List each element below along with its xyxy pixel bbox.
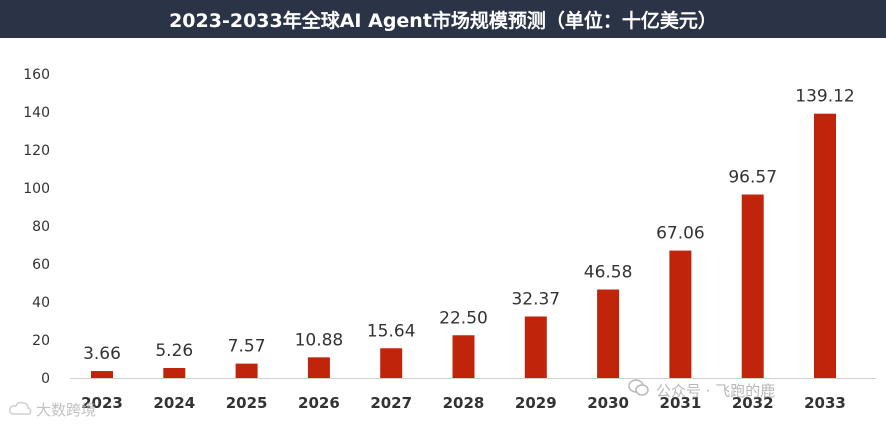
y-tick-label: 20 xyxy=(32,333,50,349)
y-tick-label: 160 xyxy=(23,67,50,83)
y-tick-label: 140 xyxy=(23,105,50,121)
bar xyxy=(235,363,258,378)
x-tick-label: 2031 xyxy=(660,394,702,412)
watermark-left: 大数跨境 xyxy=(8,399,96,420)
bar xyxy=(597,289,620,378)
x-tick-label: 2025 xyxy=(226,394,268,412)
data-label: 46.58 xyxy=(584,262,633,282)
y-tick-label: 0 xyxy=(41,371,50,387)
chart-title: 2023-2033年全球AI Agent市场规模预测（单位：十亿美元） xyxy=(169,9,717,32)
data-label: 3.66 xyxy=(83,344,121,364)
data-label: 7.57 xyxy=(228,337,266,357)
title-bar: 2023-2033年全球AI Agent市场规模预测（单位：十亿美元） xyxy=(0,0,886,38)
wechat-icon xyxy=(628,379,650,401)
y-tick-label: 120 xyxy=(23,143,50,159)
data-label: 5.26 xyxy=(155,341,193,361)
bar xyxy=(307,357,330,378)
x-tick-label: 2029 xyxy=(515,394,557,412)
data-label: 139.12 xyxy=(795,87,854,107)
data-label: 96.57 xyxy=(728,168,777,188)
data-label: 22.50 xyxy=(439,308,488,328)
bar-chart: 0 20 40 60 80 100 120 140 160 3.66 2023 5.26 2024 7.5… xyxy=(23,67,876,412)
data-label: 67.06 xyxy=(656,224,705,244)
y-tick-label: 100 xyxy=(23,181,50,197)
x-tick-label: 2033 xyxy=(804,394,846,412)
watermark-right-text: 公众号 · 飞跑的鹿 xyxy=(656,381,776,400)
watermark-left-text: 大数跨境 xyxy=(36,401,97,419)
bar xyxy=(741,194,764,378)
cloud-logo-icon xyxy=(8,400,32,420)
bar xyxy=(669,250,692,378)
x-tick-label: 2030 xyxy=(587,394,629,412)
y-tick-label: 80 xyxy=(32,219,50,235)
bar xyxy=(524,316,547,378)
data-label: 15.64 xyxy=(367,321,416,341)
data-label: 10.88 xyxy=(295,330,344,350)
y-tick-label: 60 xyxy=(32,257,50,273)
bar xyxy=(163,368,186,378)
x-tick-label: 2032 xyxy=(732,394,774,412)
bar xyxy=(91,371,113,378)
x-tick-label: 2026 xyxy=(298,394,340,412)
y-tick-label: 40 xyxy=(32,295,50,311)
x-tick-label: 2024 xyxy=(153,394,195,412)
bar xyxy=(380,348,403,378)
watermark-right: 公众号 · 飞跑的鹿 xyxy=(628,379,775,401)
x-tick-label: 2028 xyxy=(443,394,485,412)
bar xyxy=(814,113,836,378)
x-tick-label: 2027 xyxy=(370,394,412,412)
bar xyxy=(452,335,475,378)
x-tick-label: 2023 xyxy=(81,394,123,412)
data-label: 32.37 xyxy=(511,289,560,309)
